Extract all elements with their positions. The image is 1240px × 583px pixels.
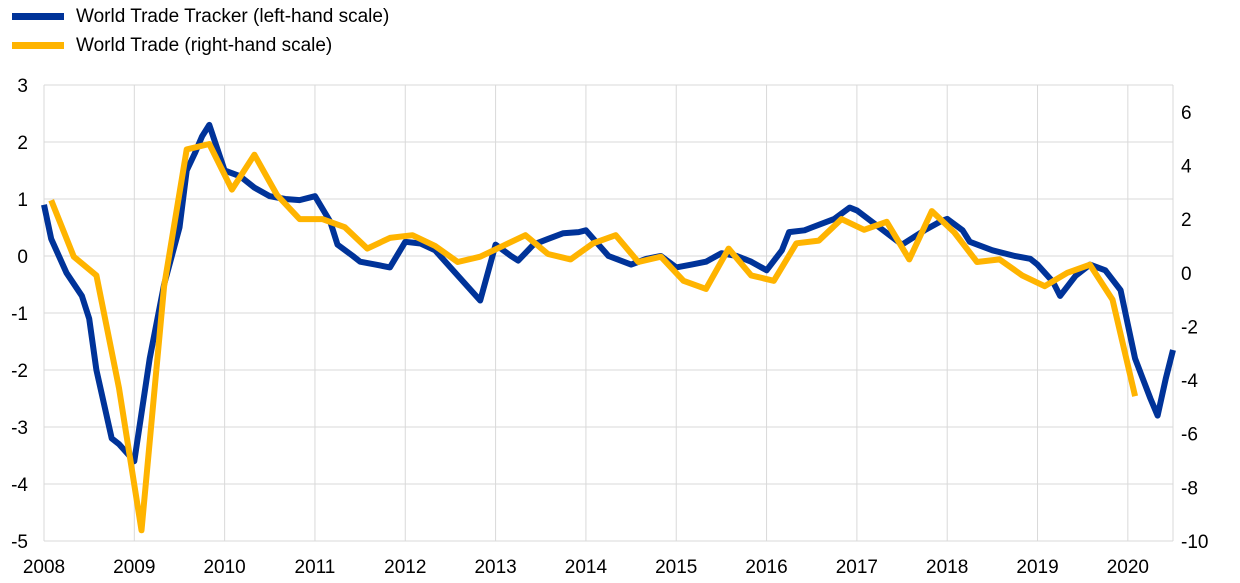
axes: 3 2 1 0 -1 -2 -3 -4 -5 6 4 2 0 -2 -4 -6 -8 -10 2008 2009 201…	[11, 76, 1208, 578]
legend-item-tracker: World Trade Tracker (left-hand scale)	[12, 2, 389, 31]
legend-swatch-trade	[12, 42, 64, 49]
right-tick-label: -4	[1181, 371, 1198, 392]
left-tick-label: -2	[11, 361, 28, 382]
left-tick-label: -3	[11, 418, 28, 439]
left-tick-label: -4	[11, 475, 28, 496]
right-tick-label: -8	[1181, 478, 1198, 499]
left-tick-label: 3	[17, 76, 28, 97]
x-tick-label: 2012	[384, 557, 426, 578]
x-tick-label: 2016	[745, 557, 787, 578]
left-tick-label: -1	[11, 304, 28, 325]
left-tick-label: 1	[17, 190, 28, 211]
left-tick-label: 2	[17, 133, 28, 154]
right-tick-label: -2	[1181, 317, 1198, 338]
left-tick-label: -5	[11, 532, 28, 553]
legend-item-trade: World Trade (right-hand scale)	[12, 31, 389, 60]
left-tick-label: 0	[17, 247, 28, 268]
legend-swatch-tracker	[12, 13, 64, 20]
series-line-world-trade	[48, 141, 1139, 534]
x-tick-label: 2019	[1016, 557, 1058, 578]
right-tick-label: 0	[1181, 264, 1192, 285]
right-tick-label: -6	[1181, 425, 1198, 446]
x-tick-label: 2008	[23, 557, 65, 578]
x-tick-label: 2017	[836, 557, 878, 578]
x-tick-label: 2018	[926, 557, 968, 578]
x-tick-label: 2015	[655, 557, 697, 578]
right-tick-label: 4	[1181, 156, 1192, 177]
grid	[43, 84, 1174, 542]
x-tick-label: 2009	[113, 557, 155, 578]
right-tick-label: 6	[1181, 103, 1192, 124]
x-tick-label: 2011	[295, 557, 336, 578]
right-tick-label: -10	[1181, 532, 1208, 553]
x-tick-label: 2013	[474, 557, 516, 578]
x-tick-label: 2020	[1107, 557, 1149, 578]
x-tick-label: 2010	[203, 557, 245, 578]
x-tick-label: 2014	[565, 557, 608, 578]
right-tick-label: 2	[1181, 210, 1192, 231]
series-line-world-trade-tracker	[41, 121, 1176, 465]
series	[41, 121, 1176, 534]
legend-label-trade: World Trade (right-hand scale)	[76, 34, 333, 56]
legend-label-tracker: World Trade Tracker (left-hand scale)	[76, 5, 390, 27]
legend: World Trade Tracker (left-hand scale) Wo…	[12, 2, 389, 60]
